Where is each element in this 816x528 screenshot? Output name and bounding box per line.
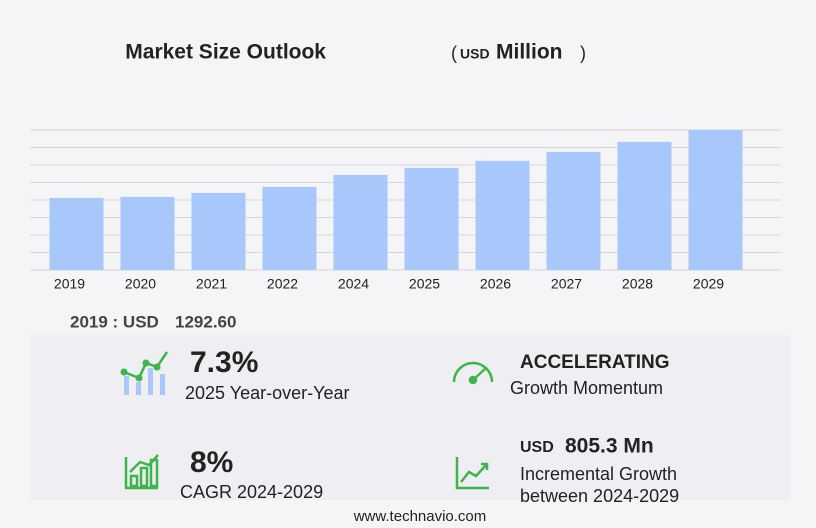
x-tick-label: 2029 xyxy=(693,276,724,292)
x-tick-label: 2024 xyxy=(338,276,369,292)
unit-paren: ) xyxy=(580,43,586,63)
stat-value: 805.3 Mn xyxy=(565,435,654,458)
bar xyxy=(120,196,175,270)
stat-value: 7.3% xyxy=(190,346,258,379)
cagr-icon xyxy=(124,454,159,490)
stat-label: 2025 Year-over-Year xyxy=(185,383,349,403)
bar xyxy=(475,160,530,270)
bar xyxy=(617,141,672,270)
momentum-icon xyxy=(452,361,494,385)
stat-label: Growth Momentum xyxy=(510,378,663,398)
bar xyxy=(191,192,246,270)
stat-label: Incremental Growth xyxy=(520,464,677,484)
bar xyxy=(546,151,601,270)
unit: Million xyxy=(496,41,563,64)
stat-label: between 2024-2029 xyxy=(520,486,679,506)
x-tick-label: 2021 xyxy=(196,276,227,292)
x-tick-label: 2020 xyxy=(125,276,156,292)
x-tick-label: 2025 xyxy=(409,276,440,292)
stat-label: CAGR 2024-2029 xyxy=(180,482,323,502)
bar xyxy=(404,167,459,270)
x-tick-label: 2026 xyxy=(480,276,511,292)
unit-currency: USD xyxy=(460,46,490,62)
x-tick-label: 2019 xyxy=(54,276,85,292)
increment-icon xyxy=(455,457,489,490)
bar xyxy=(688,130,743,270)
x-tick-label: 2028 xyxy=(622,276,653,292)
bar xyxy=(262,186,317,270)
stat-prefix: USD xyxy=(520,439,554,456)
stat-value: 8% xyxy=(190,446,233,479)
footer: www.technavio.com xyxy=(353,508,487,525)
bar xyxy=(333,174,388,270)
yoy-icon xyxy=(120,351,169,395)
x-tick-label: 2027 xyxy=(551,276,582,292)
bar xyxy=(49,197,104,270)
chart-title: Market Size Outlook xyxy=(125,41,326,64)
x-tick-label: 2022 xyxy=(267,276,298,292)
base-label: 2019 : USD xyxy=(70,312,159,331)
unit-paren: ( xyxy=(451,43,457,63)
base-value: 1292.60 xyxy=(175,312,236,331)
stat-value: ACCELERATING xyxy=(520,352,670,373)
